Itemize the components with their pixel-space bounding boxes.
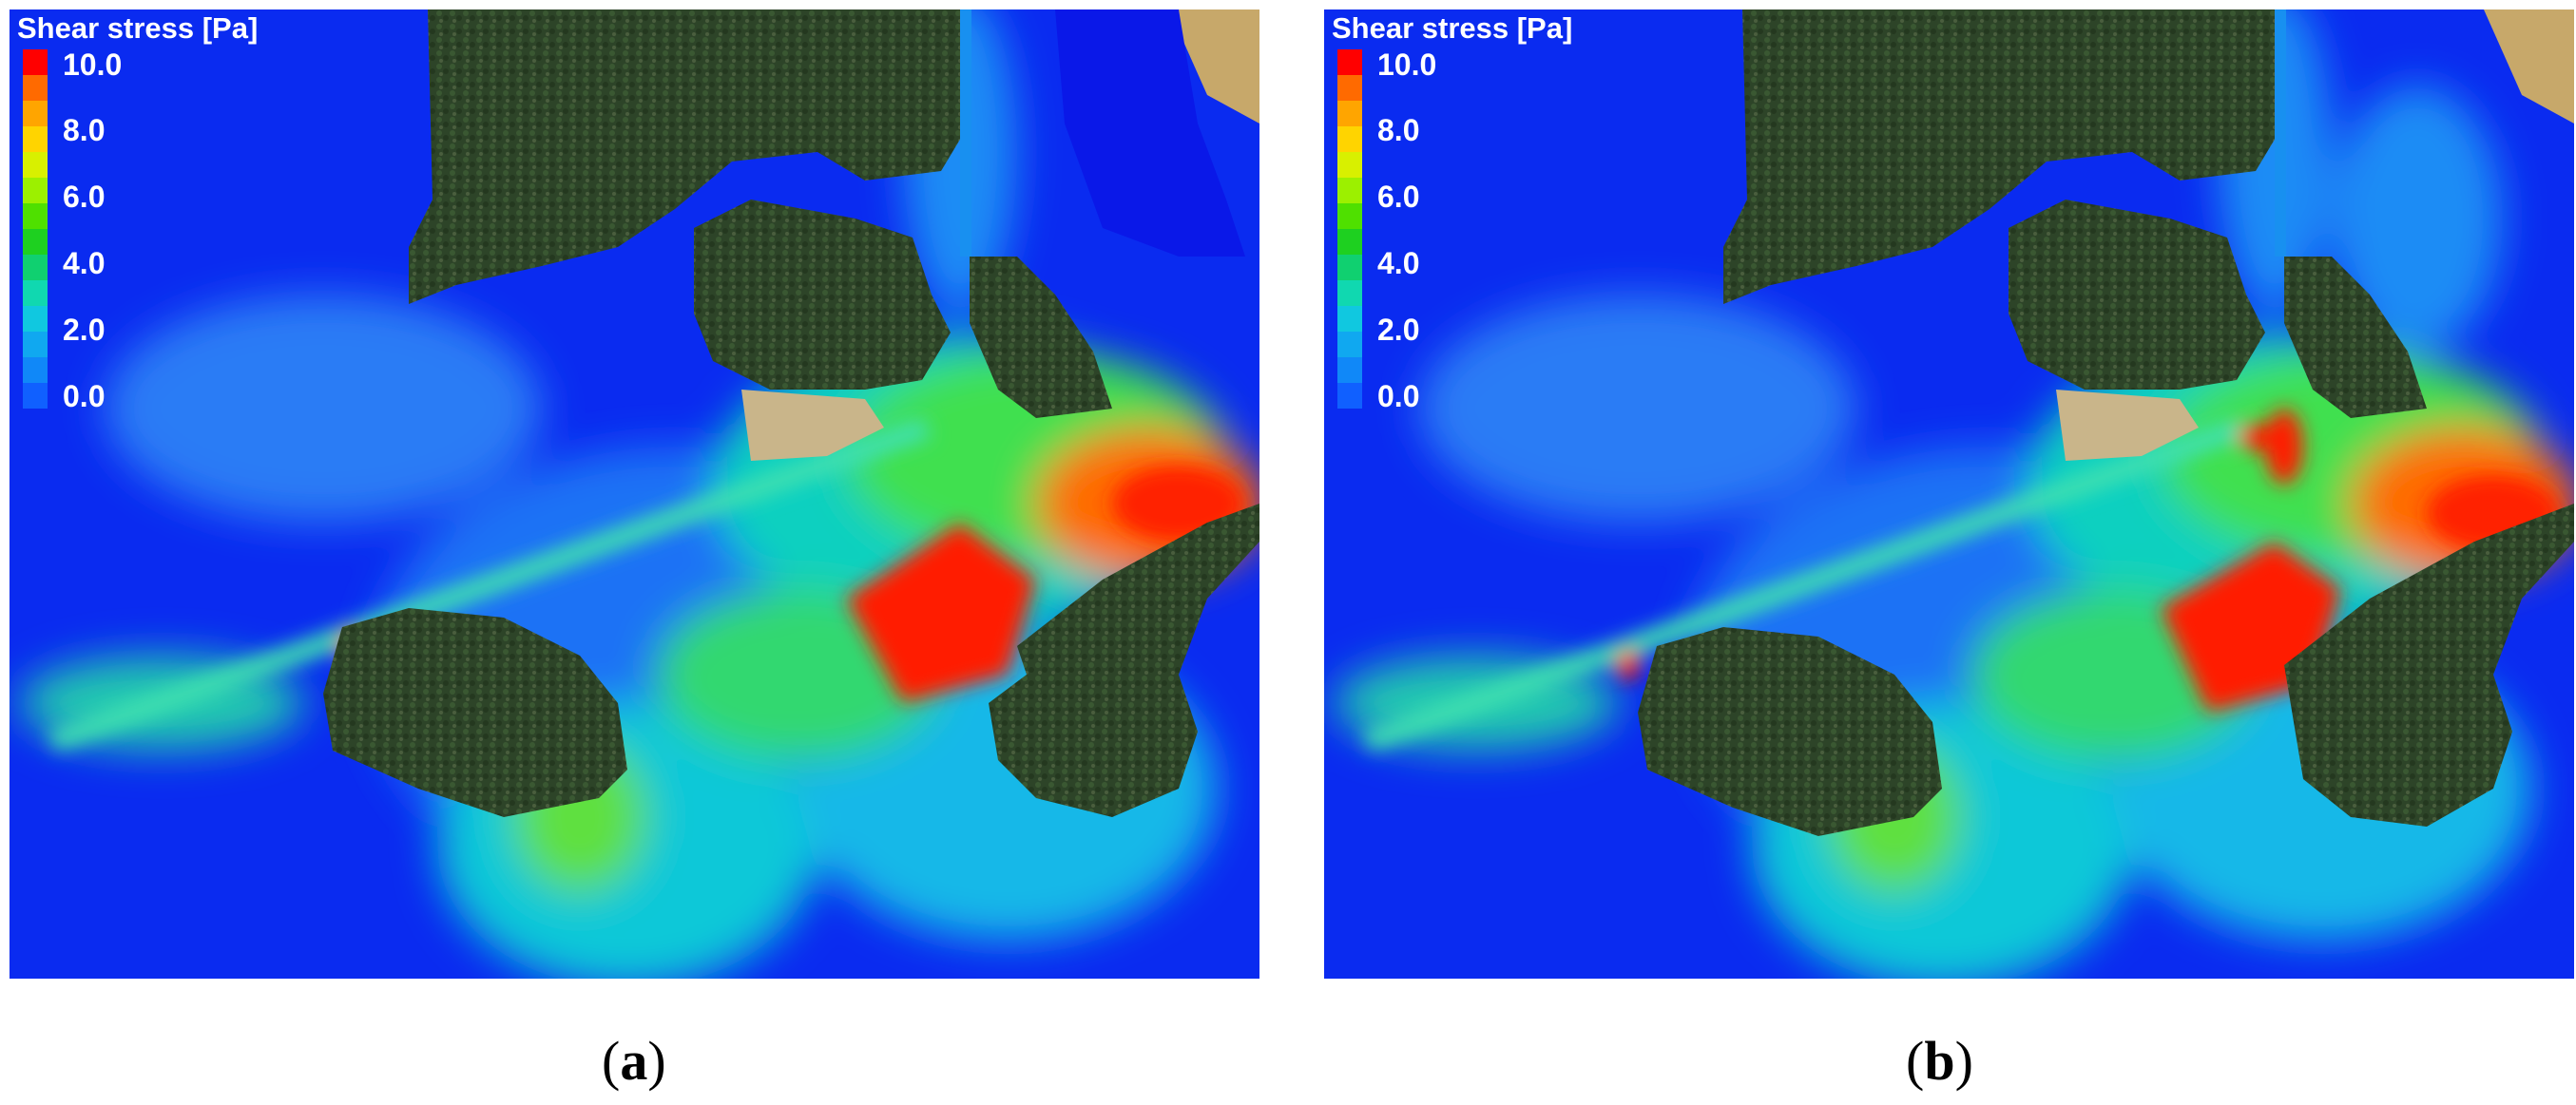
panel-a-map: Shear stress [Pa] 10.0 8.0 6.0 4.0 2.0 0… — [10, 10, 1259, 979]
caption-letter: a — [620, 1030, 648, 1092]
legend-tick-6: 6.0 — [63, 180, 106, 214]
legend-tick-6: 6.0 — [1377, 180, 1420, 214]
legend-title: Shear stress [Pa] — [17, 11, 259, 45]
caption-close: ) — [1954, 1030, 1973, 1092]
colorbar — [23, 49, 48, 409]
panel-b-map: Shear stress [Pa] 10.0 8.0 6.0 4.0 2.0 0… — [1324, 10, 2574, 979]
legend-tick-2: 2.0 — [63, 313, 106, 347]
caption-letter: b — [1924, 1030, 1955, 1092]
legend-tick-8: 8.0 — [1377, 113, 1420, 147]
legend-tick-4: 4.0 — [1377, 246, 1420, 280]
legend-tick-10: 10.0 — [63, 48, 123, 82]
legend-tick-8: 8.0 — [63, 113, 106, 147]
caption-b: (b) — [1906, 1029, 1973, 1093]
caption-close: ) — [647, 1030, 666, 1092]
legend-tick-0: 0.0 — [63, 379, 106, 413]
caption-a: (a) — [602, 1029, 666, 1093]
legend-title: Shear stress [Pa] — [1332, 11, 1573, 45]
shear-stress-map-b — [1324, 10, 2574, 979]
legend-tick-2: 2.0 — [1377, 313, 1420, 347]
shear-stress-map-a — [10, 10, 1259, 979]
legend-tick-4: 4.0 — [63, 246, 106, 280]
caption-open: ( — [1906, 1030, 1925, 1092]
legend-tick-10: 10.0 — [1377, 48, 1437, 82]
caption-open: ( — [602, 1030, 621, 1092]
legend-tick-0: 0.0 — [1377, 379, 1420, 413]
colorbar — [1337, 49, 1362, 409]
